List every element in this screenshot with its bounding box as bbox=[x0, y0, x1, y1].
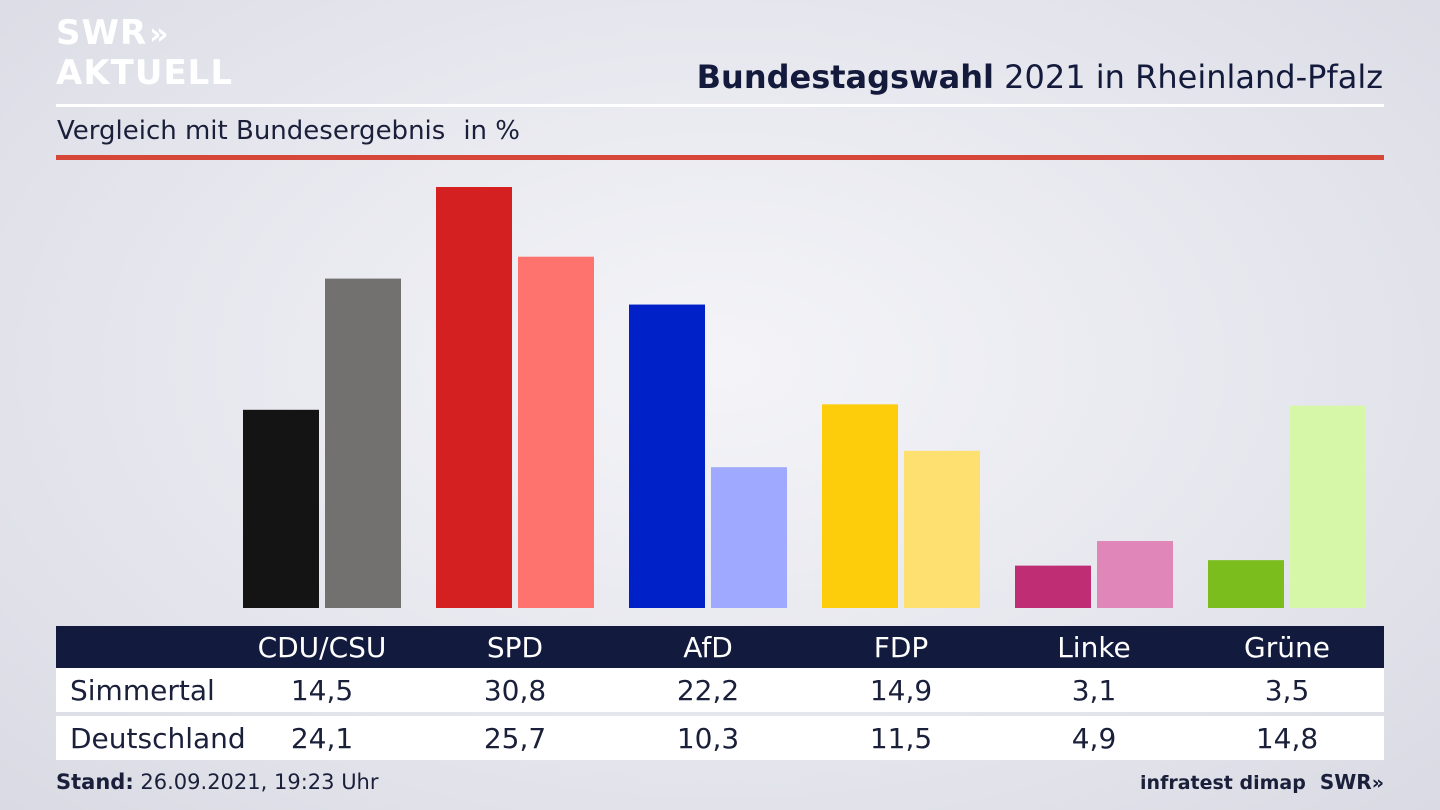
table-cell: 11,5 bbox=[869, 721, 933, 755]
logo-line1: SWR bbox=[56, 13, 148, 53]
bar-gr-ne-simmertal bbox=[1208, 560, 1284, 608]
brand-text: SWR bbox=[1319, 770, 1372, 794]
table-cell: 14,5 bbox=[290, 673, 354, 707]
subtitle-divider bbox=[56, 155, 1384, 160]
bar-cdu-csu-simmertal bbox=[243, 409, 319, 608]
row-label: Deutschland bbox=[70, 721, 246, 755]
table-cell: 10,3 bbox=[676, 721, 740, 755]
page-title: Bundestagswahl 2021 in Rheinland-Pfalz bbox=[697, 58, 1383, 96]
table-cell: 4,9 bbox=[1071, 721, 1117, 755]
bar-gr-ne-deutschland bbox=[1290, 405, 1366, 608]
table-row: Simmertal 14,5 30,8 22,2 14,9 3,1 3,5 bbox=[56, 668, 1384, 712]
column-header: Linke bbox=[1057, 630, 1131, 664]
table-cell: 25,7 bbox=[483, 721, 547, 755]
stand-value: 26.09.2021, 19:23 Uhr bbox=[140, 770, 379, 794]
subtitle-unit: in % bbox=[463, 116, 520, 146]
bar-linke-deutschland bbox=[1097, 541, 1173, 608]
table-cell: 24,1 bbox=[290, 721, 354, 755]
column-header: FDP bbox=[873, 630, 929, 664]
title-divider bbox=[56, 104, 1384, 107]
bar-afd-deutschland bbox=[711, 467, 787, 608]
table-cell: 30,8 bbox=[483, 673, 547, 707]
column-header: SPD bbox=[486, 630, 544, 664]
bar-cdu-csu-deutschland bbox=[325, 278, 401, 608]
swr-aktuell-logo: SWR» AKTUELL bbox=[56, 16, 233, 90]
table-cell: 3,5 bbox=[1264, 673, 1310, 707]
logo-line2: AKTUELL bbox=[56, 53, 234, 93]
timestamp: Stand: 26.09.2021, 19:23 Uhr bbox=[56, 770, 379, 794]
stand-label: Stand: bbox=[56, 770, 134, 794]
column-header: Grüne bbox=[1244, 630, 1330, 664]
bar-spd-simmertal bbox=[436, 187, 512, 608]
table-cell: 14,8 bbox=[1255, 721, 1319, 755]
table-cell: 3,1 bbox=[1071, 673, 1117, 707]
subtitle-text: Vergleich mit Bundesergebnis bbox=[57, 116, 446, 146]
source-text: infratest dimap bbox=[1140, 772, 1306, 794]
bar-fdp-deutschland bbox=[904, 450, 980, 608]
table-cell: 14,9 bbox=[869, 673, 933, 707]
bar-fdp-simmertal bbox=[822, 404, 898, 608]
table-header-row: CDU/CSU SPD AfD FDP Linke Grüne bbox=[56, 626, 1384, 668]
bar-linke-simmertal bbox=[1015, 565, 1091, 608]
row-label: Simmertal bbox=[70, 673, 215, 707]
column-header: AfD bbox=[683, 630, 733, 664]
chart-subtitle: Vergleich mit Bundesergebnis in % bbox=[57, 116, 520, 146]
brand-arrows-icon: » bbox=[1371, 772, 1384, 794]
table-cell: 22,2 bbox=[676, 673, 740, 707]
title-rest: 2021 in Rheinland-Pfalz bbox=[1004, 58, 1383, 96]
bar-afd-simmertal bbox=[629, 304, 705, 608]
results-table: CDU/CSU SPD AfD FDP Linke Grüne Simmertal 14,… bbox=[56, 626, 1384, 760]
bar-spd-deutschland bbox=[518, 256, 594, 608]
table-row: Deutschland 24,1 25,7 10,3 11,5 4,9 14,8 bbox=[56, 716, 1384, 760]
source-credit: infratest dimap SWR» bbox=[1140, 770, 1384, 794]
title-bold: Bundestagswahl bbox=[696, 58, 994, 96]
column-header: CDU/CSU bbox=[257, 630, 387, 664]
